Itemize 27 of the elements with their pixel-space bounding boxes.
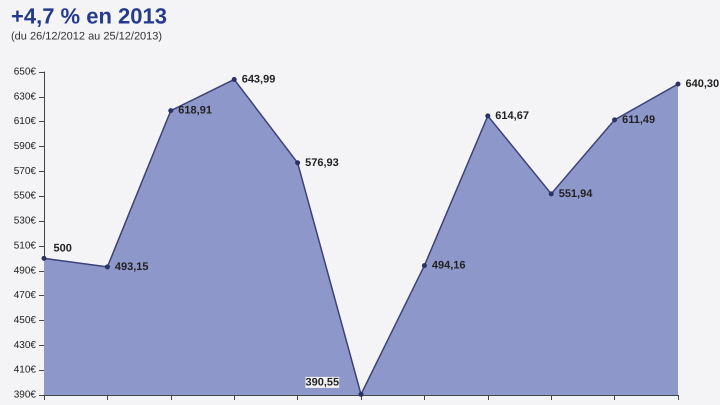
y-tick-label: 630€	[14, 91, 36, 102]
y-tick-label: 470€	[14, 290, 36, 302]
y-tick-label: 390€	[14, 390, 36, 400]
y-tick-label: 530€	[14, 216, 36, 227]
data-label: 611,49	[622, 114, 656, 126]
y-tick-label: 490€	[14, 265, 36, 276]
chart-subtitle: (du 26/12/2012 au 25/12/2013)	[11, 30, 162, 42]
data-label: 551,94	[558, 188, 594, 200]
y-tick-label: 650€	[14, 66, 36, 78]
y-tick-label: 610€	[14, 116, 36, 128]
data-label: 493,15	[114, 260, 149, 273]
data-label: 576,93	[305, 156, 339, 169]
data-label: 618,91	[178, 104, 212, 117]
data-label: 494,16	[432, 260, 466, 272]
y-tick-label: 410€	[14, 364, 36, 376]
data-label: 390,55	[306, 376, 340, 388]
y-tick-label: 450€	[14, 314, 36, 326]
y-tick-label: 510€	[14, 240, 36, 252]
y-tick-label: 570€	[14, 166, 36, 177]
y-tick-label: 590€	[14, 141, 36, 152]
chart-title: +4,7 % en 2013	[11, 4, 167, 28]
data-label: 500	[54, 242, 72, 254]
data-label: 643,99	[242, 73, 276, 86]
y-tick-label: 550€	[14, 190, 36, 202]
data-label: 640,30	[686, 78, 720, 90]
data-label: 614,67	[495, 110, 529, 122]
y-tick-label: 430€	[14, 340, 36, 351]
